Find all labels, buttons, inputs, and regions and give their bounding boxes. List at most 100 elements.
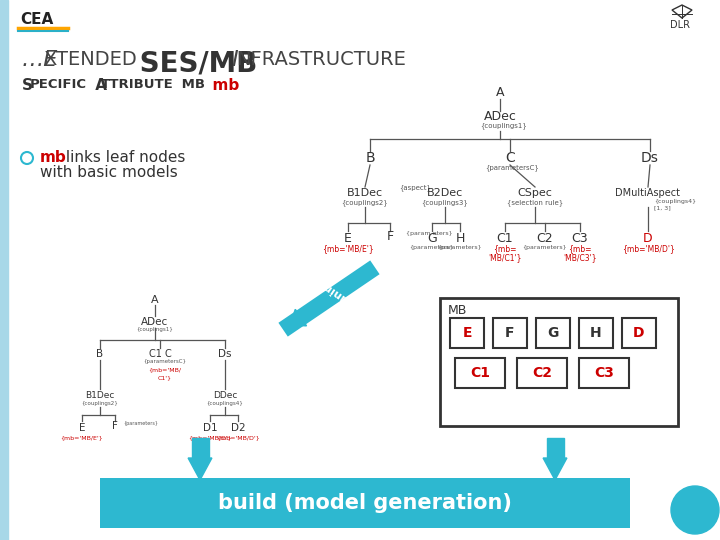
Text: [1, 3]: [1, 3] bbox=[654, 206, 671, 211]
FancyBboxPatch shape bbox=[450, 318, 484, 348]
Text: D1: D1 bbox=[203, 423, 217, 433]
Text: CEA: CEA bbox=[20, 12, 53, 27]
Text: TTRIBUTE: TTRIBUTE bbox=[101, 78, 174, 91]
Text: {couplings4}: {couplings4} bbox=[207, 402, 243, 407]
Text: DDec: DDec bbox=[213, 390, 237, 400]
Polygon shape bbox=[188, 458, 212, 480]
FancyBboxPatch shape bbox=[579, 318, 613, 348]
Text: {mb='MB/D'}: {mb='MB/D'} bbox=[216, 435, 260, 441]
Text: {couplings2}: {couplings2} bbox=[81, 402, 118, 407]
Text: {parameters}: {parameters} bbox=[123, 422, 158, 427]
Text: CSpec: CSpec bbox=[518, 188, 552, 198]
Text: DLR: DLR bbox=[670, 20, 690, 30]
Text: Ds: Ds bbox=[218, 349, 232, 359]
Text: {parametersC}: {parametersC} bbox=[485, 165, 539, 171]
Polygon shape bbox=[192, 438, 209, 458]
Text: C1'}: C1'} bbox=[158, 375, 172, 381]
FancyBboxPatch shape bbox=[100, 478, 630, 528]
Text: ADec: ADec bbox=[484, 111, 516, 124]
Text: C2: C2 bbox=[532, 366, 552, 380]
Text: A: A bbox=[90, 78, 107, 93]
Text: I: I bbox=[225, 50, 239, 70]
Text: C3: C3 bbox=[572, 232, 588, 245]
Text: MB: MB bbox=[448, 303, 467, 316]
Text: with basic models: with basic models bbox=[40, 165, 178, 180]
Polygon shape bbox=[543, 458, 567, 480]
Text: H: H bbox=[455, 232, 464, 245]
Text: SES/MB: SES/MB bbox=[130, 50, 257, 78]
Text: {parametersC}: {parametersC} bbox=[143, 360, 186, 365]
Polygon shape bbox=[0, 0, 8, 540]
Text: F: F bbox=[112, 421, 118, 431]
Text: 'MB/C1'}: 'MB/C1'} bbox=[488, 253, 522, 262]
Text: D2: D2 bbox=[230, 423, 246, 433]
Text: E: E bbox=[344, 232, 352, 245]
Text: mb: mb bbox=[40, 150, 67, 165]
Text: {selection rule}: {selection rule} bbox=[507, 200, 563, 206]
FancyBboxPatch shape bbox=[493, 318, 527, 348]
Text: 'MB/C3'}: 'MB/C3'} bbox=[563, 253, 597, 262]
Text: ADec: ADec bbox=[141, 317, 168, 327]
Text: {couplings3}: {couplings3} bbox=[422, 200, 469, 206]
FancyBboxPatch shape bbox=[579, 358, 629, 388]
Text: {mb=: {mb= bbox=[568, 245, 592, 253]
Text: {mb='MB/E'}: {mb='MB/E'} bbox=[322, 245, 374, 253]
Text: {param eters}: {param eters} bbox=[406, 232, 453, 237]
Text: A: A bbox=[151, 295, 159, 305]
Text: {couplings1}: {couplings1} bbox=[137, 327, 174, 333]
Text: {mb='MB/D'}: {mb='MB/D'} bbox=[621, 245, 675, 253]
Text: XTENDED: XTENDED bbox=[43, 50, 137, 69]
Text: {couplings4}: {couplings4} bbox=[654, 199, 696, 204]
Text: B: B bbox=[96, 349, 104, 359]
Text: D: D bbox=[634, 326, 644, 340]
Polygon shape bbox=[290, 309, 307, 326]
Text: links leaf nodes: links leaf nodes bbox=[61, 150, 185, 165]
FancyBboxPatch shape bbox=[517, 358, 567, 388]
Text: mb: mb bbox=[202, 78, 239, 93]
Text: G: G bbox=[547, 326, 559, 340]
Text: NFRASTRUCTURE: NFRASTRUCTURE bbox=[236, 50, 406, 69]
Text: pruning: pruning bbox=[314, 276, 360, 311]
Text: B1Dec: B1Dec bbox=[347, 188, 383, 198]
Text: PECIFIC: PECIFIC bbox=[30, 78, 87, 91]
Text: B2Dec: B2Dec bbox=[427, 188, 463, 198]
Text: G: G bbox=[427, 232, 437, 245]
Text: A: A bbox=[496, 86, 504, 99]
Text: {couplings2}: {couplings2} bbox=[341, 200, 388, 206]
Polygon shape bbox=[546, 438, 564, 458]
Circle shape bbox=[671, 486, 719, 534]
Text: {couplings1}: {couplings1} bbox=[480, 123, 528, 130]
FancyBboxPatch shape bbox=[440, 298, 678, 426]
Text: C1: C1 bbox=[470, 366, 490, 380]
Text: {mb='MB/: {mb='MB/ bbox=[148, 368, 181, 373]
Text: {parameters}: {parameters} bbox=[438, 246, 482, 251]
Text: B: B bbox=[365, 151, 375, 165]
Text: Ds: Ds bbox=[641, 151, 659, 165]
Text: C3: C3 bbox=[594, 366, 614, 380]
Text: {parameters}: {parameters} bbox=[523, 246, 567, 251]
Text: …E: …E bbox=[22, 50, 58, 70]
Text: build (model generation): build (model generation) bbox=[218, 493, 512, 513]
Text: C1: C1 bbox=[497, 232, 513, 245]
Text: C1 C: C1 C bbox=[148, 349, 171, 359]
Text: F: F bbox=[505, 326, 515, 340]
FancyBboxPatch shape bbox=[622, 318, 656, 348]
Text: E: E bbox=[462, 326, 472, 340]
Text: DMultiAspect: DMultiAspect bbox=[616, 188, 680, 198]
Text: {mb='MB/D'}: {mb='MB/D'} bbox=[188, 435, 232, 441]
Text: H: H bbox=[590, 326, 602, 340]
Text: S: S bbox=[22, 78, 33, 93]
FancyBboxPatch shape bbox=[536, 318, 570, 348]
Text: F: F bbox=[387, 230, 394, 242]
Text: {parameters}: {parameters} bbox=[410, 246, 454, 251]
Text: C: C bbox=[505, 151, 515, 165]
Text: {mb='MB/E'}: {mb='MB/E'} bbox=[60, 435, 104, 441]
Text: E: E bbox=[78, 423, 85, 433]
Text: C2: C2 bbox=[536, 232, 553, 245]
Text: 43: 43 bbox=[683, 501, 708, 519]
Text: {mb=: {mb= bbox=[493, 245, 517, 253]
Text: B1Dec: B1Dec bbox=[85, 390, 114, 400]
Text: MB: MB bbox=[177, 78, 205, 91]
Text: D: D bbox=[643, 232, 653, 245]
Text: {aspect}: {aspect} bbox=[399, 185, 431, 191]
